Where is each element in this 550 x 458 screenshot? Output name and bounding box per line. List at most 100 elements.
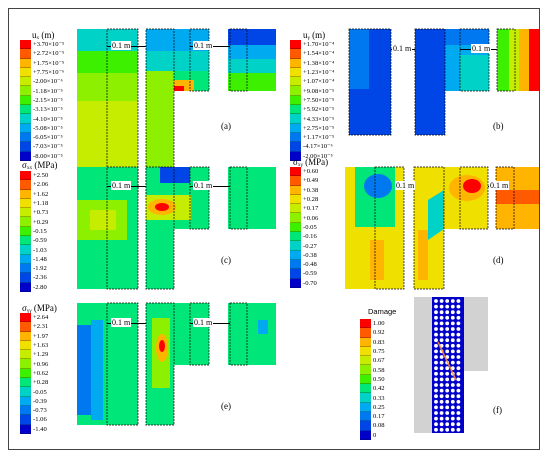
legend-swatch (20, 114, 31, 124)
legend-swatch (290, 86, 301, 96)
damage-dot (434, 315, 438, 320)
legend-row: -0.39 (20, 396, 48, 406)
legend-row: 0.67 (360, 356, 385, 366)
damage-dot (450, 394, 455, 399)
panel-a-dim-2: 0.1 m (193, 41, 214, 50)
legend-value: +1.38×10⁻⁴ (303, 59, 335, 67)
legend-row: +1.07×10⁻⁴ (290, 77, 335, 87)
legend-row: -0.73 (20, 405, 48, 416)
legend-row: -0.15 (20, 226, 48, 237)
damage-dot (450, 405, 455, 410)
legend-row: +5.92×10⁻⁵ (290, 105, 334, 115)
legend-value: +0.38 (303, 186, 319, 194)
legend-swatch (290, 167, 301, 177)
legend-value: -2.00×10⁻⁵ (303, 152, 333, 160)
legend-row: -0.70 (290, 278, 318, 288)
damage-dot (450, 304, 455, 309)
legend-value: -1.06 (33, 416, 47, 424)
panel-c-label: (c) (221, 255, 231, 265)
legend-row: +1.29 (20, 350, 49, 360)
damage-dot (456, 310, 461, 315)
legend-value: +4.33×10⁻⁵ (303, 115, 335, 123)
legend-value: -2.36 (33, 274, 47, 282)
legend-value: +2.72×10⁻⁵ (33, 50, 65, 58)
legend-row: +7.75×10⁻⁶ (20, 67, 64, 78)
legend-value: +1.07×10⁻⁴ (303, 78, 335, 86)
legend-row: 0.75 (360, 346, 385, 357)
damage-dot (434, 355, 438, 359)
legend-swatch (360, 365, 371, 375)
legend-row: -1.40 (20, 424, 48, 434)
legend-swatch (290, 269, 301, 279)
legend-swatch (20, 282, 31, 292)
panel-c-legend: +2.50 +2.06 +1.62 +1.18 +0.73 +0.29 -0.15 -0.59… (20, 171, 48, 292)
legend-value: -0.70 (303, 279, 317, 287)
legend-row: +1.54×10⁻⁴ (290, 49, 334, 59)
legend-swatch (290, 176, 301, 186)
legend-value: 0.08 (373, 422, 385, 430)
legend-row: -0.38 (290, 250, 318, 260)
damage-dot (450, 310, 455, 315)
panel-b-dim-1: 0.1 m (392, 44, 413, 53)
legend-value: -7.03×10⁻⁵ (33, 143, 63, 151)
legend-row: 0.92 (360, 328, 385, 338)
legend-swatch (20, 77, 31, 87)
legend-swatch (360, 393, 371, 403)
damage-dot (445, 377, 450, 382)
damage-dot (445, 349, 450, 354)
legend-row: +9.08×10⁻⁵ (290, 86, 334, 96)
damage-dot (439, 427, 444, 432)
damage-dot (456, 327, 461, 331)
damage-dot (445, 416, 450, 421)
damage-dot (445, 338, 450, 343)
damage-dot (445, 394, 450, 399)
damage-dot (450, 299, 455, 303)
damage-dot (439, 360, 444, 365)
damage-dot (456, 355, 461, 359)
legend-row: 0.08 (360, 421, 385, 431)
damage-dot (450, 383, 455, 387)
legend-swatch (20, 359, 31, 369)
legend-swatch (20, 189, 31, 199)
legend-swatch (20, 245, 31, 255)
legend-swatch (20, 350, 31, 360)
damage-dot (456, 399, 461, 404)
damage-dot (450, 411, 455, 415)
damage-dot (434, 332, 438, 337)
legend-value: +0.73 (33, 209, 49, 217)
panel-b-label: (b) (493, 121, 504, 131)
damage-dot (434, 388, 438, 393)
legend-row: 0.50 (360, 374, 385, 385)
damage-dot (439, 388, 444, 393)
legend-row: -2.36 (20, 273, 48, 283)
damage-dot (434, 399, 438, 404)
legend-value: 0.42 (373, 385, 385, 393)
legend-value: +0.28 (303, 196, 319, 204)
panel-e-title: σᵧᵧ (MPa) (22, 303, 57, 313)
panel-d-title: σₓᵧ (MPa) (293, 157, 329, 167)
legend-row: +1.23×10⁻⁴ (290, 67, 334, 78)
legend-row: +0.96 (20, 359, 48, 369)
damage-dot (456, 343, 461, 348)
legend-value: -1.18×10⁻⁵ (33, 87, 63, 95)
legend-row: 0 (360, 430, 385, 440)
legend-swatch (290, 114, 301, 124)
panel-b-legend: +1.70×10⁻⁴ +1.54×10⁻⁴ +1.38×10⁻⁴ +1.23×10⁻⁴… (290, 40, 334, 161)
legend-row: -1.48 (20, 254, 48, 264)
panel-e-dim-2: 0.1 m (193, 318, 214, 327)
legend-row: +1.70×10⁻⁴ (290, 40, 334, 50)
damage-dot (450, 416, 455, 421)
legend-row: +0.62 (20, 368, 48, 379)
damage-dot (450, 327, 455, 331)
damage-dot (450, 366, 455, 371)
damage-dot (456, 315, 461, 320)
panel-f-legend: 1.00 0.92 0.83 0.75 0.67 0.58 0.50 0.42 0.33 0.25… (360, 319, 385, 440)
legend-row: +1.38×10⁻⁴ (290, 58, 335, 68)
legend-value: +1.29 (33, 351, 49, 359)
legend-swatch (290, 278, 301, 288)
legend-value: +0.28 (33, 379, 49, 387)
legend-swatch (20, 340, 31, 351)
damage-dot (456, 299, 461, 303)
